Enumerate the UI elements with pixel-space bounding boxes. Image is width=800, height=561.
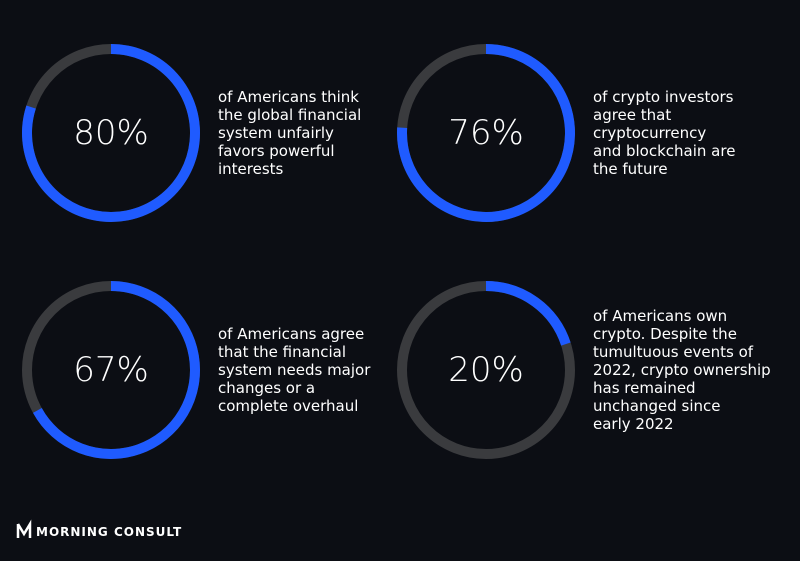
description-line: of crypto investors	[593, 88, 734, 106]
description-line: the global financial	[218, 106, 361, 124]
description-line: cryptocurrency	[593, 124, 706, 142]
description-line: of Americans agree	[218, 325, 364, 343]
description-line: that the financial	[218, 343, 346, 361]
description-line: complete overhaul	[218, 397, 358, 415]
description-line: crypto. Despite the	[593, 325, 737, 343]
brand: MORNING CONSULT	[36, 525, 182, 539]
description-line: changes or a	[218, 379, 315, 397]
donut-value-label: 80%	[73, 113, 149, 153]
description-line: the future	[593, 160, 668, 178]
donut-value-label: 67%	[73, 350, 149, 390]
donut-value-label: 20%	[448, 350, 524, 390]
description-line: system unfairly	[218, 124, 334, 142]
description-line: tumultuous events of	[593, 343, 754, 361]
description-line: agree that	[593, 106, 671, 124]
description-line: unchanged since	[593, 397, 720, 415]
donut-arc	[397, 44, 575, 222]
donut-arc	[485, 281, 571, 346]
description-line: early 2022	[593, 415, 674, 433]
logo-icon	[16, 519, 32, 538]
description-line: of Americans own	[593, 307, 727, 325]
description-line: has remained	[593, 379, 696, 397]
donut-value-label: 76%	[448, 113, 524, 153]
description-line: and blockchain are	[593, 142, 735, 160]
description-line: of Americans think	[218, 88, 359, 106]
description-line: 2022, crypto ownership	[593, 361, 771, 379]
description-line: system needs major	[218, 361, 371, 379]
donut-arc	[22, 44, 200, 222]
description-line: favors powerful	[218, 142, 335, 160]
donut-arc	[33, 281, 200, 459]
description-line: interests	[218, 160, 284, 178]
